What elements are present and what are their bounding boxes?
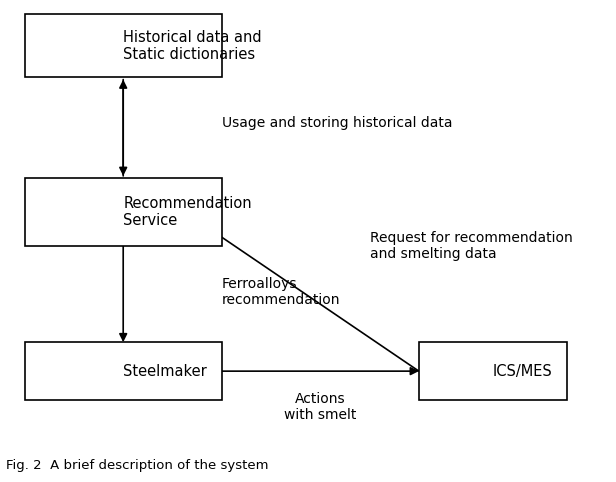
FancyBboxPatch shape <box>25 14 222 77</box>
Text: Steelmaker: Steelmaker <box>123 363 207 379</box>
Text: Fig. 2  A brief description of the system: Fig. 2 A brief description of the system <box>6 459 269 472</box>
Text: Usage and storing historical data: Usage and storing historical data <box>222 116 452 130</box>
Text: Request for recommendation
and smelting data: Request for recommendation and smelting … <box>370 231 572 261</box>
Text: Ferroalloys
recommendation: Ferroalloys recommendation <box>222 277 340 307</box>
Text: Recommendation
Service: Recommendation Service <box>123 196 252 228</box>
FancyBboxPatch shape <box>25 178 222 246</box>
Text: Actions
with smelt: Actions with smelt <box>284 392 357 422</box>
FancyBboxPatch shape <box>25 342 222 400</box>
Text: Historical data and
Static dictionaries: Historical data and Static dictionaries <box>123 29 262 62</box>
Text: ICS/MES: ICS/MES <box>493 363 553 379</box>
FancyBboxPatch shape <box>419 342 567 400</box>
